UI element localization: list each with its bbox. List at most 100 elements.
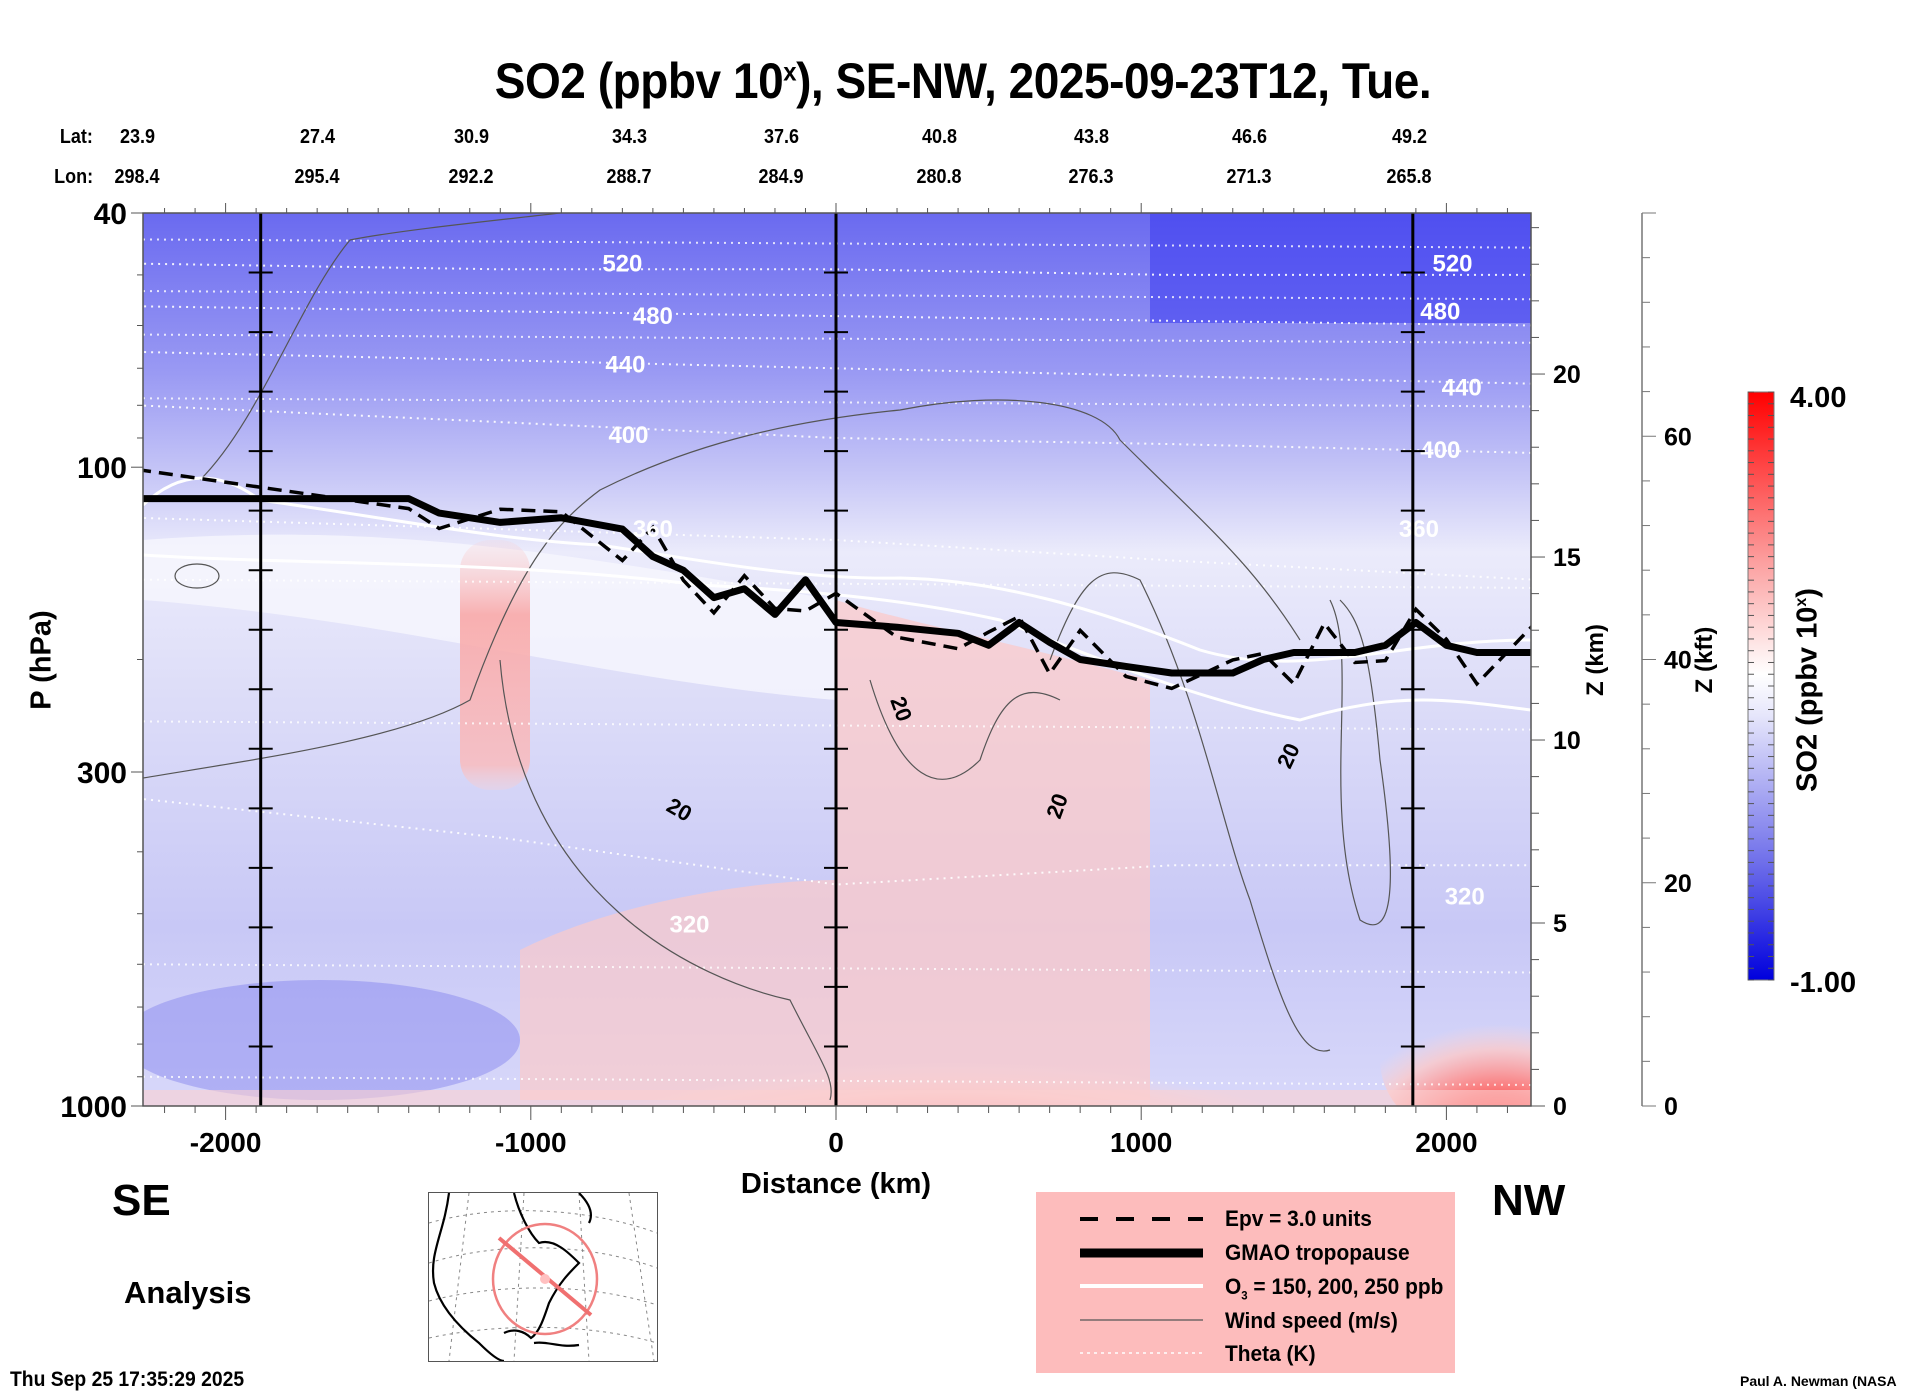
x-axis-title: Distance (km) <box>740 1168 932 1200</box>
lat-value: 49.2 <box>1391 126 1427 148</box>
colorbar-min-label: -1.00 <box>1790 967 1856 999</box>
lon-value: 288.7 <box>606 166 652 188</box>
so2-low-surface-se <box>143 980 520 1100</box>
zkft-tick-label: 0 <box>1664 1093 1678 1121</box>
lat-value: 34.3 <box>611 126 647 148</box>
lon-label: Lon: <box>54 166 94 188</box>
lon-value: 276.3 <box>1068 166 1114 188</box>
lon-value: 284.9 <box>758 166 804 188</box>
epv-contour-line <box>143 468 1531 691</box>
so2-surface-nw <box>1380 970 1531 1106</box>
y2-axis-title: Z (km) <box>1582 624 1609 696</box>
y-tick-label: 100 <box>77 452 127 485</box>
gmao-tropopause-line <box>143 495 1531 677</box>
x-tick-label: 1000 <box>1110 1127 1172 1158</box>
wind-contour <box>1049 572 1331 1052</box>
lon-value: 280.8 <box>916 166 962 188</box>
map-range-circle <box>491 1222 599 1336</box>
dashed-line-swatch <box>1080 1217 1203 1221</box>
timestamp: Thu Sep 25 17:35:29 2025 <box>10 1368 245 1391</box>
theta-label: 480 <box>1420 298 1460 325</box>
theta-label: 320 <box>669 912 709 939</box>
zkm-tick-label: 15 <box>1553 544 1581 572</box>
wind-contour <box>199 213 561 481</box>
dotted-line-swatch <box>1080 1352 1203 1354</box>
lon-value: 265.8 <box>1386 166 1432 188</box>
lat-value: 27.4 <box>299 126 335 148</box>
wind-contour <box>174 563 220 589</box>
map-center-marker <box>540 1274 550 1284</box>
lat-label: Lat: <box>59 126 93 148</box>
legend-item-tropopause: GMAO tropopause <box>1036 1238 1455 1268</box>
theta-label: 520 <box>1432 251 1472 278</box>
lat-value: 40.8 <box>921 126 957 148</box>
y-tick-label: 40 <box>94 198 127 231</box>
so2-low-region <box>1150 213 1531 323</box>
wind-contour <box>869 679 1061 780</box>
chart-title: SO2 (ppbv 10x), SE-NW, 2025-09-23T12, Tu… <box>494 53 1432 109</box>
theta-label: 320 <box>1445 884 1485 911</box>
zkm-tick-label: 10 <box>1553 727 1581 755</box>
thick-line-swatch <box>1080 1248 1203 1258</box>
white-line-swatch <box>1080 1284 1203 1288</box>
zkm-tick-label: 20 <box>1553 361 1581 389</box>
lat-value: 46.6 <box>1231 126 1267 148</box>
thin-line-swatch <box>1080 1319 1203 1321</box>
zkm-tick-label: 0 <box>1553 1093 1567 1121</box>
colorbar-max-label: 4.00 <box>1790 382 1846 414</box>
wind-contour <box>1329 599 1391 926</box>
y-tick-label: 1000 <box>60 1091 127 1124</box>
wind-contour <box>499 659 832 1101</box>
theta-contour <box>143 351 1531 385</box>
author-credit: Paul A. Newman (NASA <box>1740 1373 1897 1389</box>
y-tick-label: 300 <box>77 757 127 790</box>
lon-value: 292.2 <box>448 166 494 188</box>
o3-contour <box>143 553 1531 722</box>
map-graticule <box>429 1193 657 1361</box>
theta-contour <box>143 305 1531 327</box>
zkft-tick-label: 60 <box>1664 423 1692 451</box>
lat-value: 43.8 <box>1073 126 1109 148</box>
wind-contour <box>143 399 1301 779</box>
lat-value: 23.9 <box>119 126 155 148</box>
legend-item-o3: O3 = 150, 200, 250 ppb <box>1036 1272 1455 1302</box>
theta-contour <box>143 516 1531 581</box>
legend-item-theta: Theta (K) <box>1036 1339 1455 1369</box>
direction-se-label: SE <box>112 1176 171 1225</box>
theta-contour <box>143 404 1531 454</box>
direction-nw-label: NW <box>1492 1176 1566 1225</box>
lon-value: 295.4 <box>294 166 340 188</box>
lon-value: 271.3 <box>1226 166 1272 188</box>
theta-contour <box>143 262 1531 276</box>
legend-item-wind: Wind speed (m/s) <box>1036 1306 1455 1336</box>
legend-item-epv: Epv = 3.0 units <box>1036 1204 1455 1234</box>
legend: Epv = 3.0 units GMAO tropopause O3 = 150… <box>1036 1192 1455 1373</box>
lat-value: 30.9 <box>453 126 489 148</box>
y-axis-title: P (hPa) <box>25 610 58 710</box>
zkft-tick-label: 40 <box>1664 647 1692 675</box>
zkm-tick-label: 5 <box>1553 910 1567 938</box>
x-tick-label: 0 <box>828 1127 844 1158</box>
lon-value: 298.4 <box>114 166 160 188</box>
theta-label: 440 <box>605 351 645 378</box>
so2-plume-midtrop <box>460 540 530 790</box>
theta-label: 400 <box>608 422 648 449</box>
theta-label: 400 <box>1420 437 1460 464</box>
x-tick-label: -1000 <box>495 1127 567 1158</box>
theta-label: 360 <box>633 516 673 543</box>
analysis-label: Analysis <box>124 1275 252 1310</box>
map-coastlines <box>431 1193 593 1361</box>
y3-axis-title: Z (kft) <box>1691 626 1718 694</box>
theta-label: 360 <box>1399 516 1439 543</box>
so2-surface-max <box>620 996 1280 1106</box>
map-inset <box>428 1192 658 1362</box>
lat-value: 37.6 <box>763 126 799 148</box>
colorbar-title: SO2 (ppbv 10x) <box>1791 588 1824 792</box>
theta-label: 480 <box>633 303 673 330</box>
zkft-tick-label: 20 <box>1664 870 1692 898</box>
x-tick-label: 2000 <box>1415 1127 1477 1158</box>
theta-label: 440 <box>1442 374 1482 401</box>
theta-label: 520 <box>602 251 642 278</box>
